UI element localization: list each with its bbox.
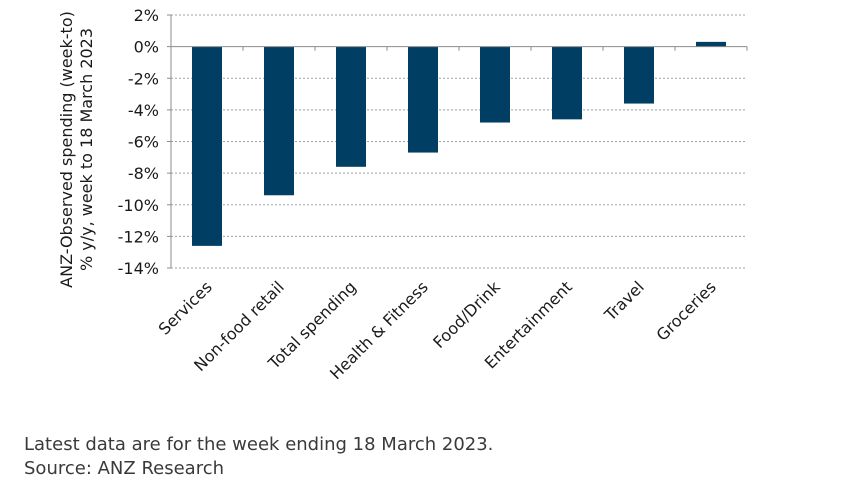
category-label: Travel — [600, 277, 648, 325]
y-tick-label: -4% — [128, 101, 159, 120]
y-tick-label: -2% — [128, 69, 159, 88]
bar-health-fitness — [408, 46, 438, 153]
category-label: Food/Drink — [429, 277, 504, 352]
bar-services — [192, 46, 222, 246]
y-tick-label: -8% — [128, 164, 159, 183]
category-label: Services — [155, 277, 216, 338]
footnote-source: Source: ANZ Research — [24, 458, 225, 479]
bars — [192, 41, 726, 246]
bar-groceries — [696, 41, 726, 47]
y-tick-label: -12% — [118, 227, 159, 246]
category-label: Groceries — [652, 277, 719, 344]
gridlines — [171, 14, 747, 269]
spending-bar-chart: 2% 0% -2% -4% -6% -8% -10% -12% -14% ServicesNon… — [57, 6, 748, 383]
y-axis-title-line: % y/y, week to 18 March 2023 — [77, 28, 96, 271]
bar-travel — [624, 46, 654, 104]
y-tick-label: -10% — [118, 196, 159, 215]
y-tick-label: -14% — [118, 259, 159, 278]
bar-entertainment — [552, 46, 582, 120]
axes — [167, 14, 748, 269]
y-axis-title-line: ANZ-Observed spending (week-to) — [57, 11, 76, 288]
bar-non-food-retail — [264, 46, 294, 196]
y-tick-labels: 2% 0% -2% -4% -6% -8% -10% -12% -14% — [118, 6, 159, 278]
y-axis-title: ANZ-Observed spending (week-to)% y/y, we… — [57, 11, 96, 288]
y-tick-label: 2% — [134, 6, 159, 25]
bar-total-spending — [336, 46, 366, 167]
footnote-data-note: Latest data are for the week ending 18 M… — [24, 434, 494, 455]
bar-food-drink — [480, 46, 510, 123]
y-tick-label: -6% — [128, 133, 159, 152]
y-tick-label: 0% — [134, 38, 159, 57]
